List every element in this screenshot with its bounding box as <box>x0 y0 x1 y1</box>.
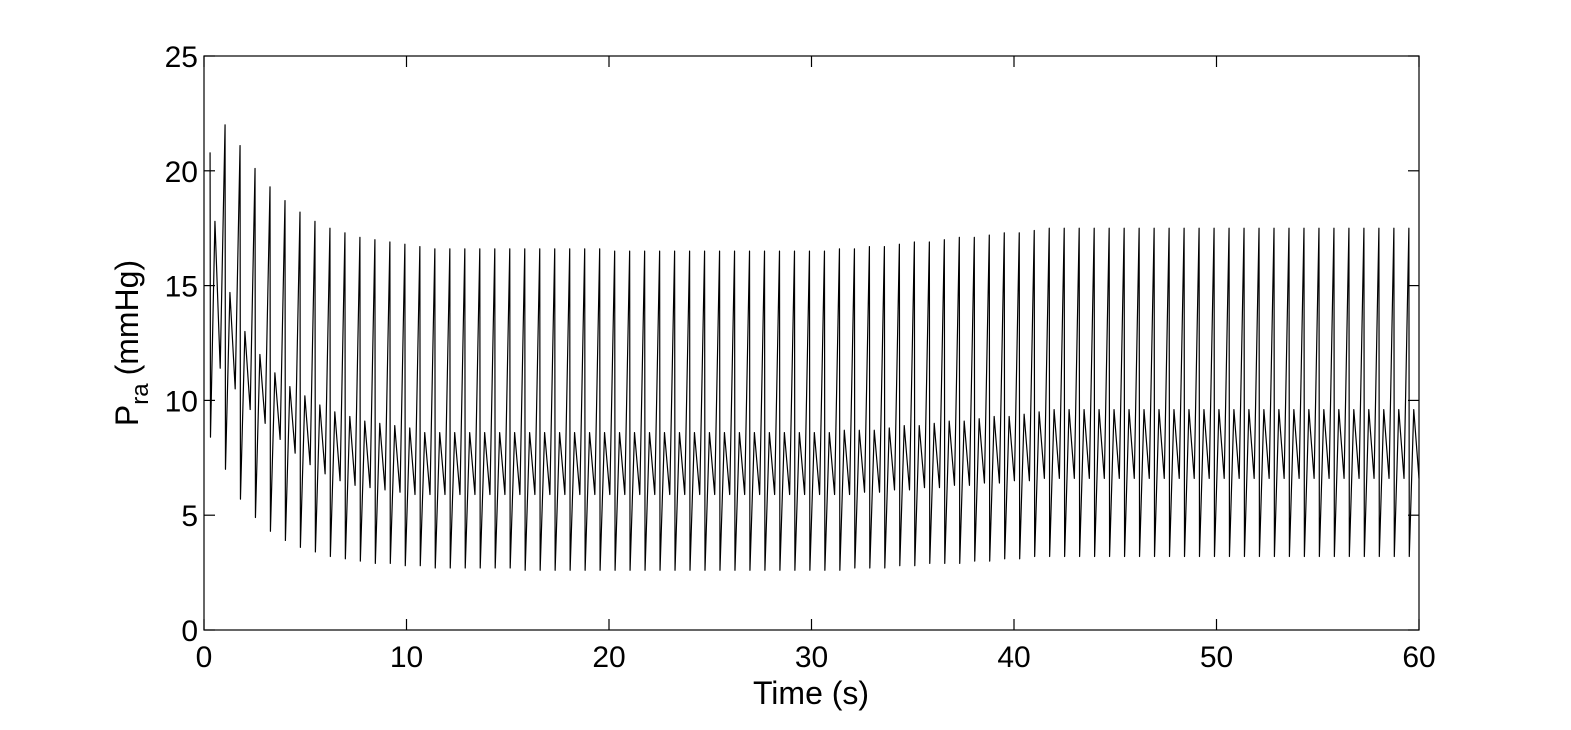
y-tick-label: 5 <box>181 500 198 533</box>
y-label-subscript: ra <box>127 383 154 405</box>
y-axis-label: Pra (mmHg) <box>109 260 154 426</box>
x-tick-label: 40 <box>997 641 1030 674</box>
y-tick-label: 15 <box>165 271 198 304</box>
y-label-rest: (mmHg) <box>109 260 145 376</box>
y-tick-label: 25 <box>165 41 198 74</box>
x-tick-label: 50 <box>1200 641 1233 674</box>
plot-area <box>204 56 1419 630</box>
y-tick-label: 20 <box>165 156 198 189</box>
x-tick-label: 60 <box>1402 641 1435 674</box>
x-tick-label: 10 <box>390 641 423 674</box>
y-tick-label: 0 <box>181 615 198 648</box>
y-tick-label: 10 <box>165 385 198 418</box>
x-tick-label: 0 <box>196 641 213 674</box>
y-label-base: P <box>109 405 145 426</box>
x-axis-label: Time (s) <box>753 675 869 711</box>
x-tick-label: 20 <box>592 641 625 674</box>
data-line <box>209 124 1420 571</box>
x-tick-label: 30 <box>795 641 828 674</box>
